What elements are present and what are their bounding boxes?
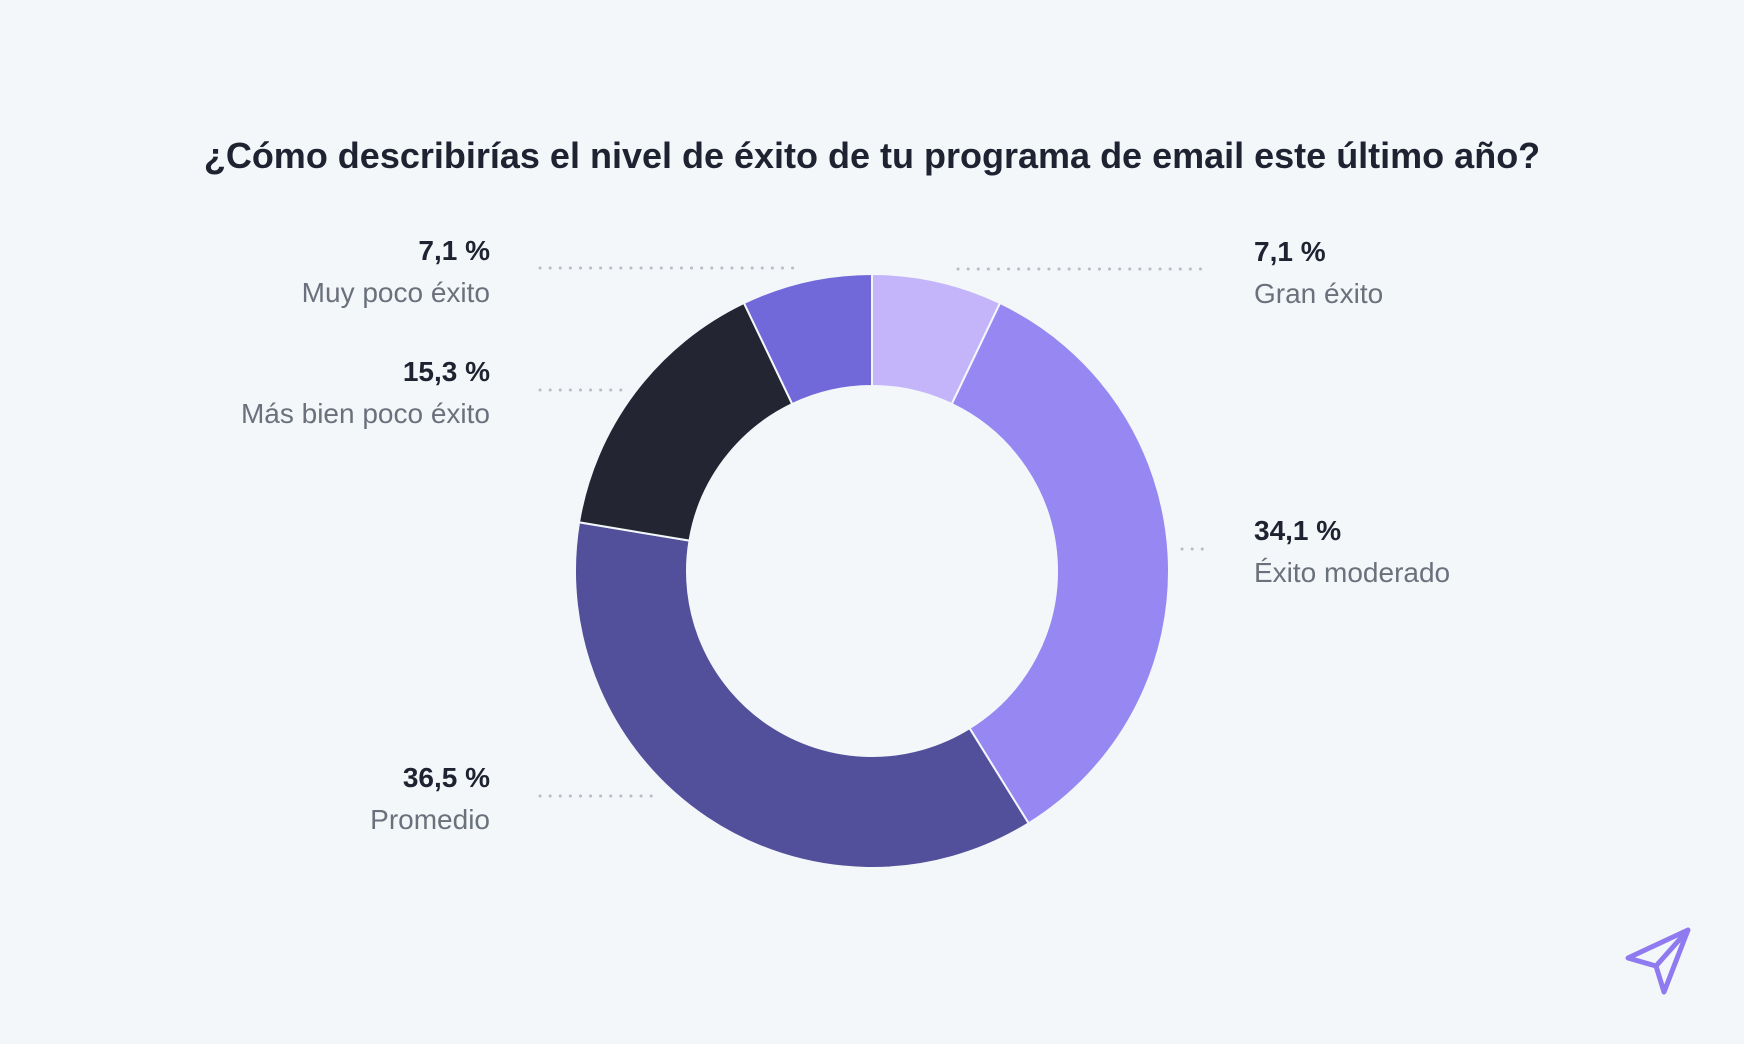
- slice-value-label: 7,1 %: [1254, 236, 1326, 267]
- slice-category-label: Promedio: [370, 804, 490, 835]
- donut-slice: [574, 521, 1031, 869]
- donut-slice: [742, 272, 873, 406]
- slice-value-label: 36,5 %: [403, 762, 490, 793]
- slice-value-label: 15,3 %: [403, 356, 490, 387]
- slice-category-label: Más bien poco éxito: [241, 398, 490, 429]
- chart-title: ¿Cómo describirías el nivel de éxito de …: [203, 135, 1541, 176]
- slice-value-label: 7,1 %: [418, 235, 490, 266]
- slice-category-label: Gran éxito: [1254, 278, 1383, 309]
- slice-labels: 7,1 % Gran éxito 34,1 % Éxito moderado 36,5 …: [241, 235, 1450, 835]
- donut-slices: [574, 272, 1170, 869]
- slice-value-label: 34,1 %: [1254, 515, 1341, 546]
- slice-category-label: Éxito moderado: [1254, 557, 1450, 588]
- slice-category-label: Muy poco éxito: [302, 277, 490, 308]
- donut-slice: [950, 301, 1170, 825]
- paper-plane-icon: [1625, 927, 1691, 995]
